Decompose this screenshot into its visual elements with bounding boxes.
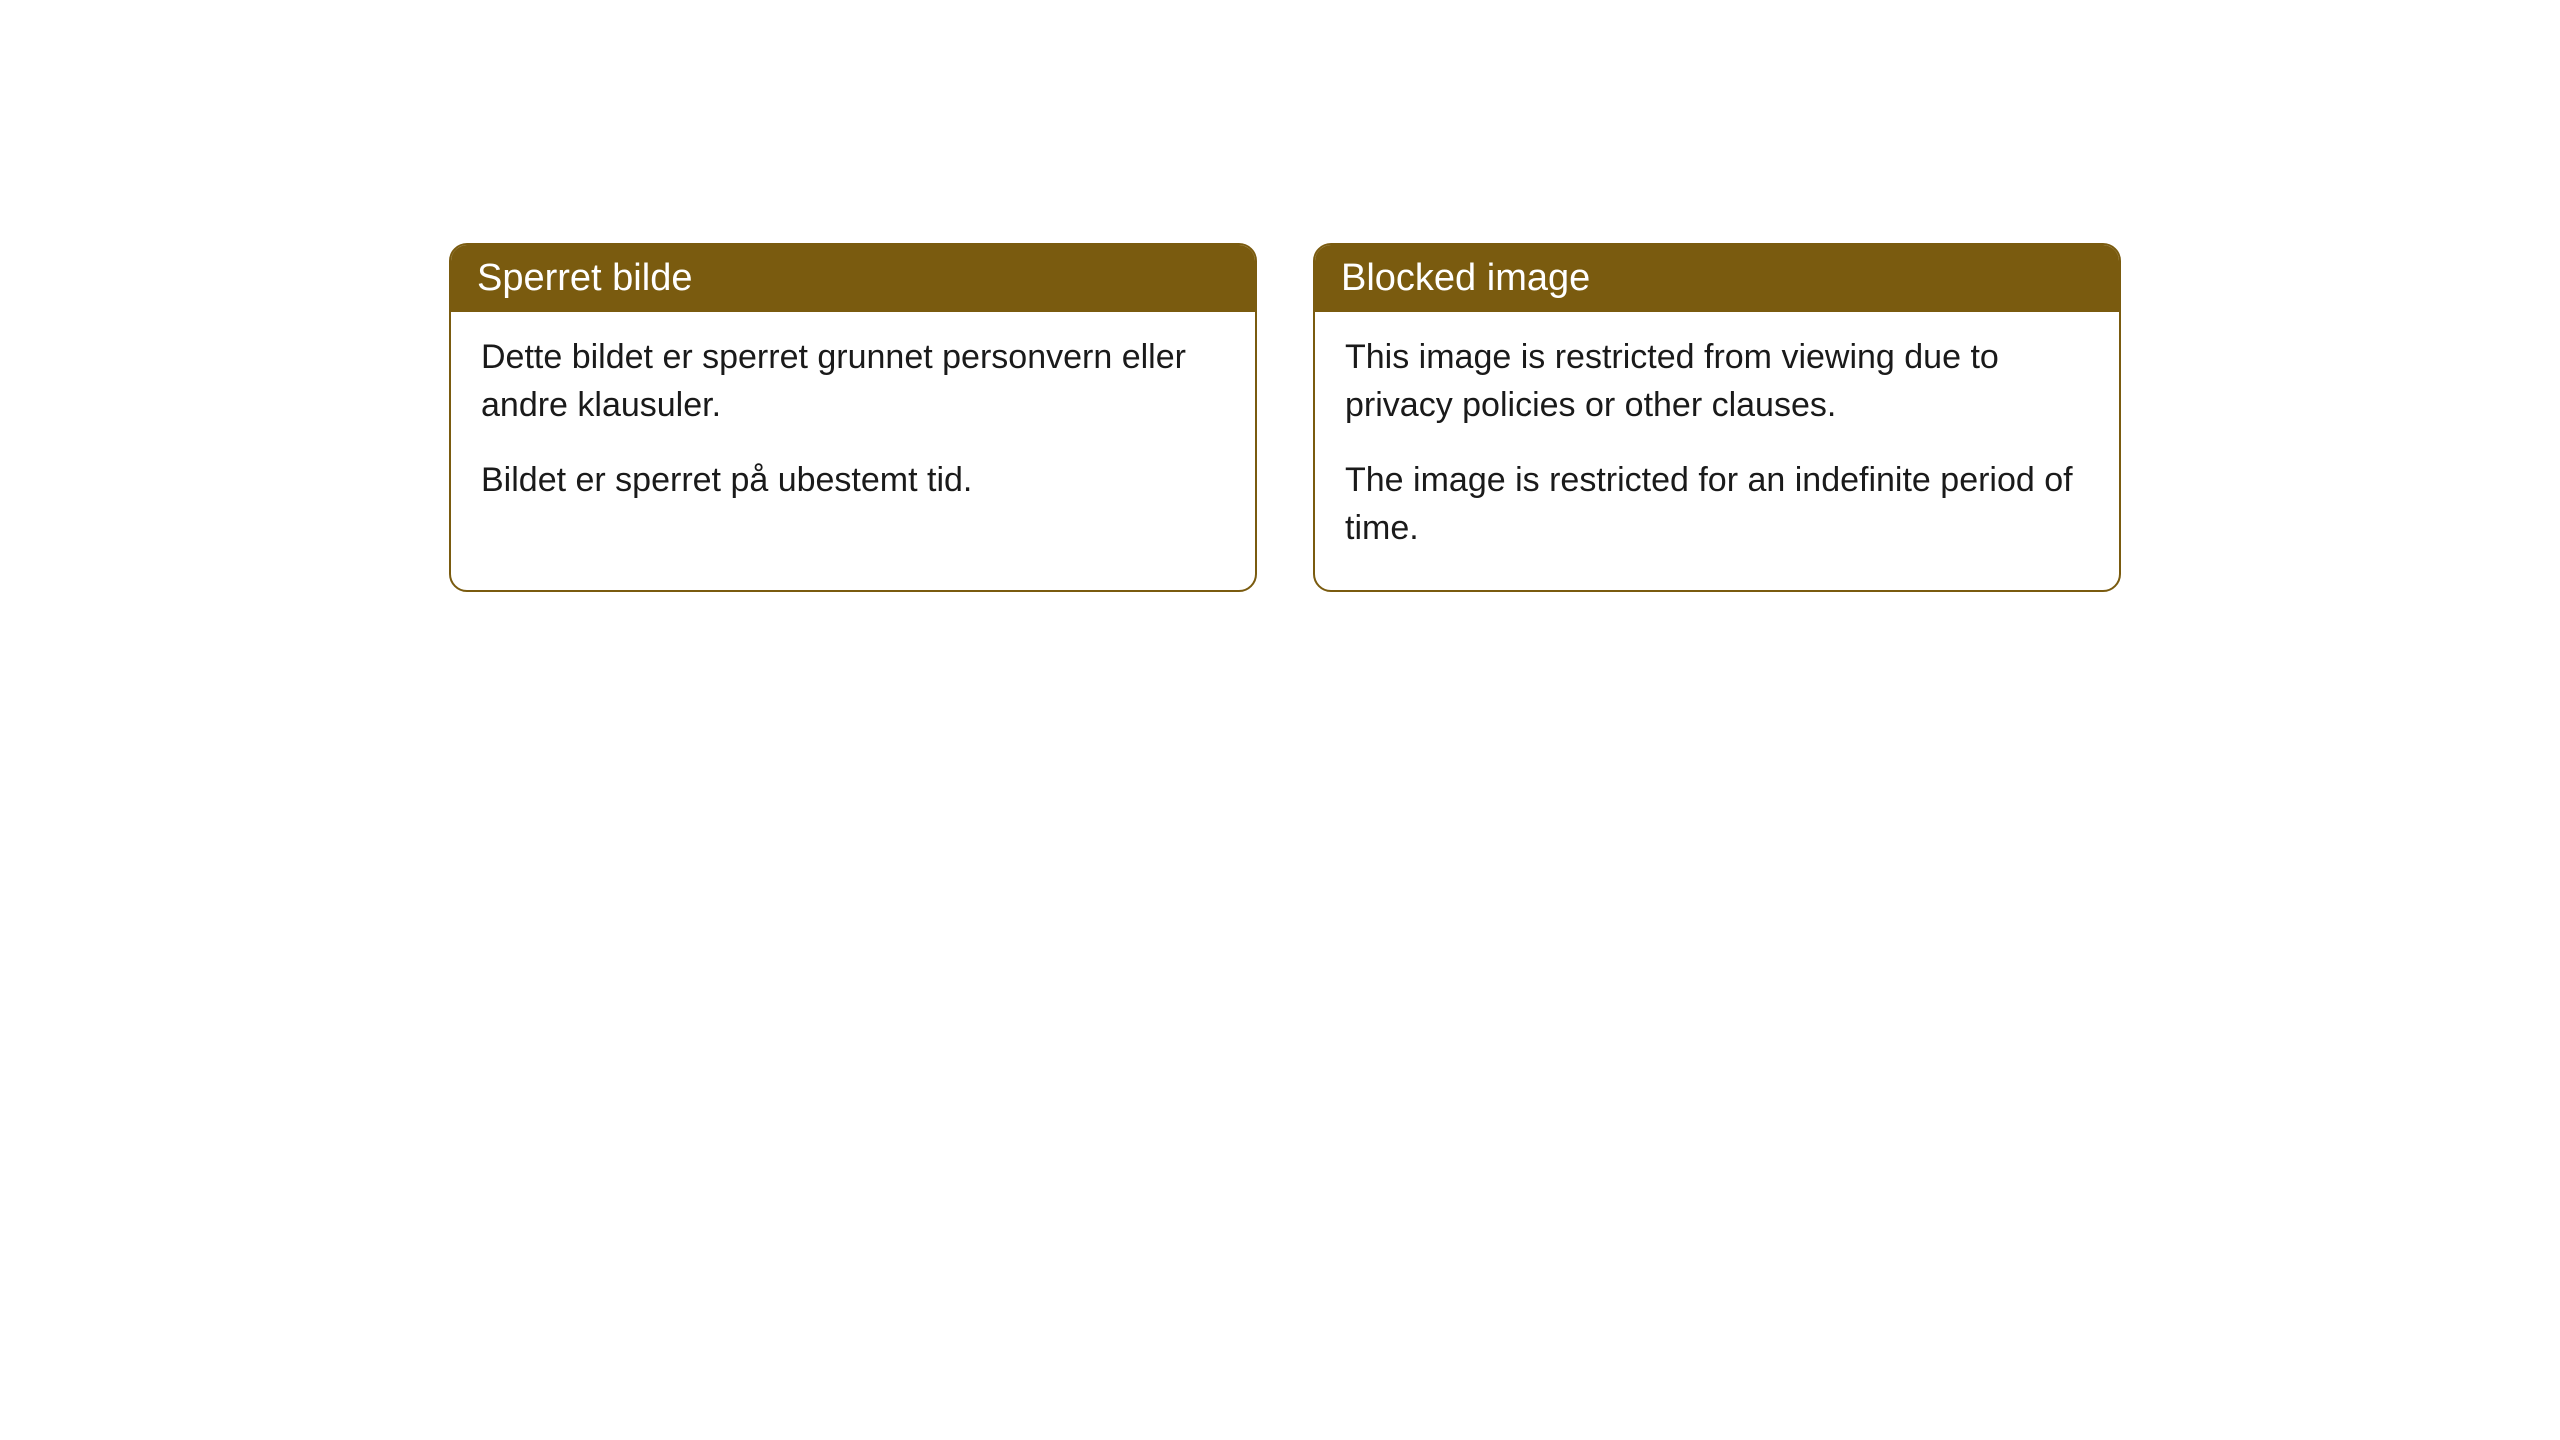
notice-body-norwegian: Dette bildet er sperret grunnet personve… [451,312,1255,543]
notice-paragraph-1: This image is restricted from viewing du… [1345,334,2089,429]
notice-header-norwegian: Sperret bilde [451,245,1255,312]
notice-body-english: This image is restricted from viewing du… [1315,312,2119,590]
notice-paragraph-2: The image is restricted for an indefinit… [1345,457,2089,552]
notice-card-english: Blocked image This image is restricted f… [1313,243,2121,592]
notice-paragraph-2: Bildet er sperret på ubestemt tid. [481,457,1225,505]
notice-paragraph-1: Dette bildet er sperret grunnet personve… [481,334,1225,429]
notice-header-english: Blocked image [1315,245,2119,312]
notice-card-norwegian: Sperret bilde Dette bildet er sperret gr… [449,243,1257,592]
notice-container: Sperret bilde Dette bildet er sperret gr… [449,243,2121,592]
